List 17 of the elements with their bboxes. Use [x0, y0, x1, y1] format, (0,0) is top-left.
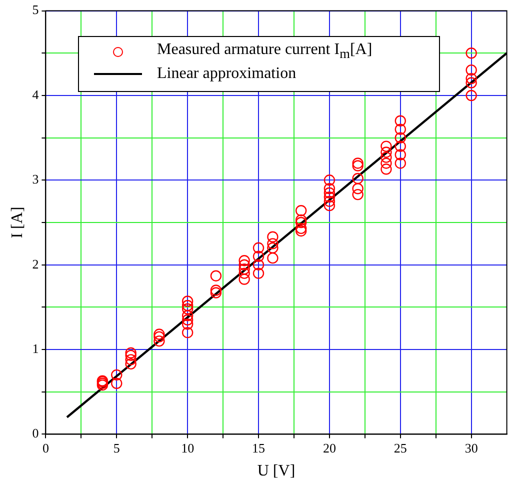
x-tick-label: 5	[113, 440, 120, 456]
y-tick-label: 1	[32, 340, 39, 356]
x-axis-title: U [V]	[257, 462, 296, 480]
x-tick-label: 30	[464, 440, 478, 456]
x-tick-label: 15	[252, 440, 266, 456]
legend-label: Linear approximation	[157, 65, 296, 83]
y-tick-label: 4	[32, 86, 40, 102]
y-tick-label: 5	[32, 2, 39, 18]
x-tick-label: 20	[322, 440, 336, 456]
y-tick-label: 3	[32, 172, 39, 187]
y-tick-label: 2	[32, 256, 39, 272]
x-tick-label: 10	[181, 440, 194, 456]
y-tick-label: 0	[32, 426, 39, 441]
x-tick-label: 0	[42, 440, 49, 456]
x-tick-label: 25	[394, 440, 407, 456]
y-axis-title: I [A]	[8, 206, 26, 238]
legend-label: Measured armature current I$_{m}$[A]	[157, 41, 372, 63]
